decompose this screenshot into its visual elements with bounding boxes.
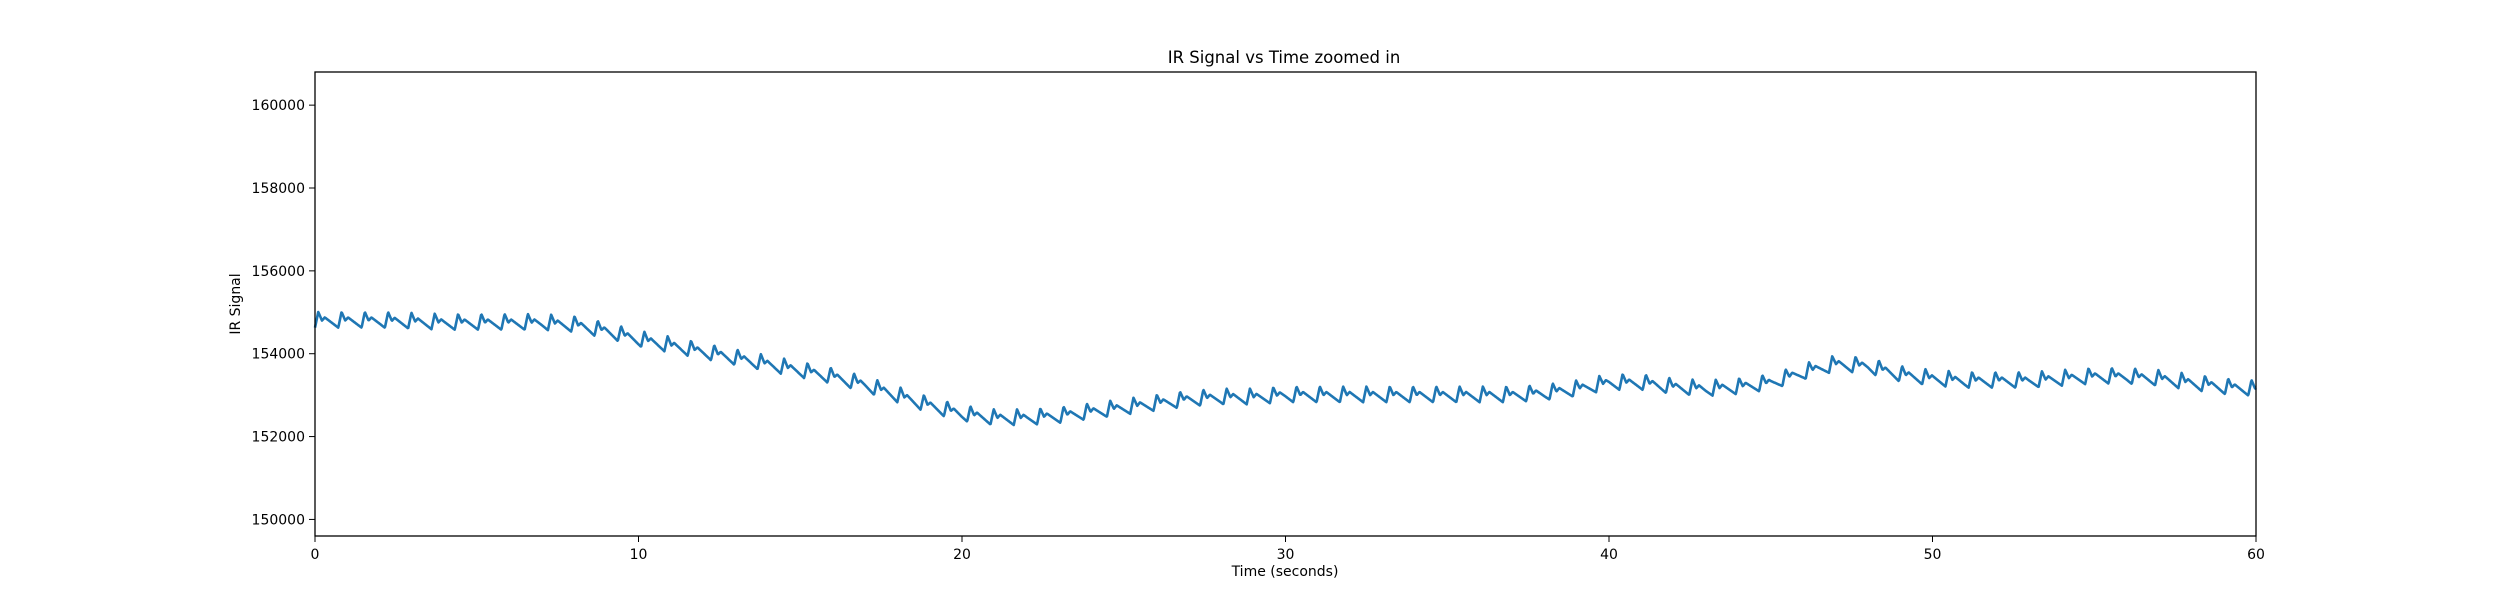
y-axis-ticks: 150000 152000 154000 156000 158000 160000 bbox=[252, 98, 315, 528]
x-tick-label: 10 bbox=[630, 547, 648, 563]
y-tick-label: 156000 bbox=[252, 264, 305, 280]
y-tick-label: 160000 bbox=[252, 98, 305, 114]
y-tick-label: 158000 bbox=[252, 181, 305, 197]
series-layer bbox=[313, 310, 2257, 427]
y-axis-label: IR Signal bbox=[228, 273, 244, 334]
y-tick-label: 154000 bbox=[252, 347, 305, 363]
x-tick-label: 40 bbox=[1600, 547, 1618, 563]
x-tick-label: 30 bbox=[1277, 547, 1295, 563]
x-tick-label: 20 bbox=[953, 547, 971, 563]
x-tick-label: 60 bbox=[2247, 547, 2265, 563]
x-axis-label: Time (seconds) bbox=[1231, 564, 1339, 580]
chart-title: IR Signal vs Time zoomed in bbox=[1168, 48, 1401, 67]
y-tick-label: 150000 bbox=[252, 512, 305, 528]
plot-frame bbox=[314, 71, 2257, 537]
series-line bbox=[313, 310, 2257, 427]
y-tick-label: 152000 bbox=[252, 430, 305, 446]
x-axis-ticks: 0 10 20 30 40 50 60 bbox=[311, 536, 2265, 563]
x-tick-label: 0 bbox=[311, 547, 320, 563]
x-tick-label: 50 bbox=[1924, 547, 1942, 563]
